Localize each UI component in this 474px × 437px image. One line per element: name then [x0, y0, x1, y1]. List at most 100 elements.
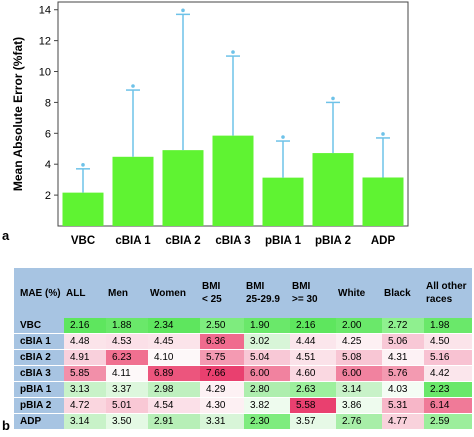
table-header-row: MAE (%) ALL Men Women BMI < 25 BMI 25-29.9 BMI >… [14, 268, 472, 318]
bar-cbia-2 [162, 150, 204, 226]
y-axis-label: Mean Absolute Error (%fat) [11, 37, 25, 191]
table-cell: 7.66 [200, 365, 244, 382]
column-header-line: < 25 [202, 294, 222, 305]
column-header-line: BMI [202, 281, 221, 292]
table-cell: 3.31 [200, 413, 244, 430]
table-cell: 4.45 [148, 333, 200, 350]
table-cell: 3.02 [244, 333, 290, 350]
table-cell: 5.75 [200, 349, 244, 366]
y-tick-label: 12 [39, 36, 51, 48]
table-cell: 2.34 [148, 318, 200, 334]
table-cell: 2.59 [424, 413, 472, 430]
table-column-header: Women [148, 268, 200, 318]
error-marker [331, 96, 335, 101]
column-header-line: ALL [66, 287, 86, 299]
table-body: VBC 2.16 1.88 2.34 2.50 1.90 2.16 2.00 2.72 1.98 c… [14, 318, 472, 430]
table-cell: 4.53 [106, 333, 148, 350]
table-cell: 3.57 [290, 413, 336, 430]
table-row: cBIA 1 4.48 4.53 4.45 6.36 3.02 4.44 4.25 5.06 4.… [14, 333, 472, 350]
row-label: cBIA 3 [14, 365, 64, 382]
x-tick-label: ADP [371, 235, 396, 247]
table-column-header: ALL [64, 268, 106, 318]
table-cell: 1.98 [424, 318, 472, 334]
row-label: cBIA 2 [14, 349, 64, 366]
table-row: cBIA 2 4.91 6.23 4.10 5.75 5.04 4.51 5.08 4.31 5.… [14, 349, 472, 366]
y-tick-label: 10 [39, 67, 51, 79]
error-marker [381, 132, 385, 136]
table-cell: 4.72 [64, 397, 106, 414]
y-tick-label: 8 [45, 97, 51, 109]
mae-table-container: MAE (%) ALL Men Women BMI < 25 BMI 25-29.9 BMI >… [14, 268, 472, 430]
x-tick-label: cBIA 1 [115, 235, 151, 247]
table-cell: 6.00 [244, 365, 290, 382]
table-cell: 5.85 [64, 365, 106, 382]
row-label: cBIA 1 [14, 333, 64, 350]
bar-cbia-1 [112, 156, 154, 226]
table-cell: 3.13 [64, 381, 106, 398]
bar-adp [362, 177, 404, 226]
table-cell: 2.23 [424, 381, 472, 398]
table-cell: 3.82 [244, 397, 290, 414]
table-column-header: All other races [424, 268, 472, 318]
table-column-header: BMI < 25 [200, 268, 244, 318]
y-tick-label: 6 [45, 128, 51, 140]
table-cell: 4.50 [424, 333, 472, 350]
table-cell: 2.76 [336, 413, 382, 430]
table-cell: 5.08 [336, 349, 382, 366]
column-header-line: BMI [246, 281, 265, 292]
column-header-line: All other [426, 281, 467, 292]
table-cell: 5.31 [382, 397, 424, 414]
table-corner-header: MAE (%) [14, 268, 64, 318]
table-cell: 2.80 [244, 381, 290, 398]
table-column-header: White [336, 268, 382, 318]
table-cell: 6.14 [424, 397, 472, 414]
bar-pbia-1 [262, 177, 304, 226]
table-cell: 4.91 [64, 349, 106, 366]
panel-label-b: b [2, 418, 10, 433]
table-row: pBIA 1 3.13 3.37 2.98 4.29 2.80 2.63 3.14 4.03 2.… [14, 381, 472, 398]
x-tick-label: cBIA 2 [165, 235, 200, 247]
table-cell: 4.29 [200, 381, 244, 398]
table-cell: 1.88 [106, 318, 148, 334]
x-tick-label: VBC [71, 235, 95, 247]
table-cell: 4.11 [106, 365, 148, 382]
table-cell: 4.51 [290, 349, 336, 366]
table-cell: 5.06 [382, 333, 424, 350]
table-cell: 4.77 [382, 413, 424, 430]
bar-pbia-2 [312, 153, 354, 226]
error-marker [231, 50, 235, 54]
table-cell: 6.00 [336, 365, 382, 382]
mae-table: MAE (%) ALL Men Women BMI < 25 BMI 25-29.9 BMI >… [14, 268, 472, 430]
row-label: ADP [14, 413, 64, 430]
table-cell: 6.89 [148, 365, 200, 382]
column-header-line: BMI [292, 281, 311, 292]
column-header-line: Black [384, 287, 411, 299]
panel-label-a: a [2, 228, 10, 243]
table-cell: 4.48 [64, 333, 106, 350]
table-cell: 4.44 [290, 333, 336, 350]
column-header-line: 25-29.9 [246, 294, 280, 305]
bar-cbia-3 [212, 135, 254, 226]
table-cell: 5.01 [106, 397, 148, 414]
table-cell: 3.50 [106, 413, 148, 430]
x-tick-label: pBIA 1 [265, 235, 302, 247]
table-cell: 2.91 [148, 413, 200, 430]
table-cell: 3.14 [64, 413, 106, 430]
y-tick-label: 4 [45, 159, 51, 171]
column-header-line: Men [108, 287, 128, 299]
table-cell: 3.37 [106, 381, 148, 398]
table-cell: 4.30 [200, 397, 244, 414]
bar-chart: 2 4 6 8 10 12 14 Mean Absolute Error (%fat) VBC c… [11, 1, 409, 247]
x-tick-label: cBIA 3 [215, 235, 250, 247]
table-cell: 2.63 [290, 381, 336, 398]
row-label: pBIA 1 [14, 381, 64, 398]
table-cell: 2.16 [290, 318, 336, 334]
error-marker [131, 84, 135, 88]
table-cell: 2.00 [336, 318, 382, 334]
table-cell: 1.90 [244, 318, 290, 334]
row-label: pBIA 2 [14, 397, 64, 414]
table-cell: 5.04 [244, 349, 290, 366]
y-tick-label: 14 [39, 5, 51, 17]
table-cell: 4.10 [148, 349, 200, 366]
